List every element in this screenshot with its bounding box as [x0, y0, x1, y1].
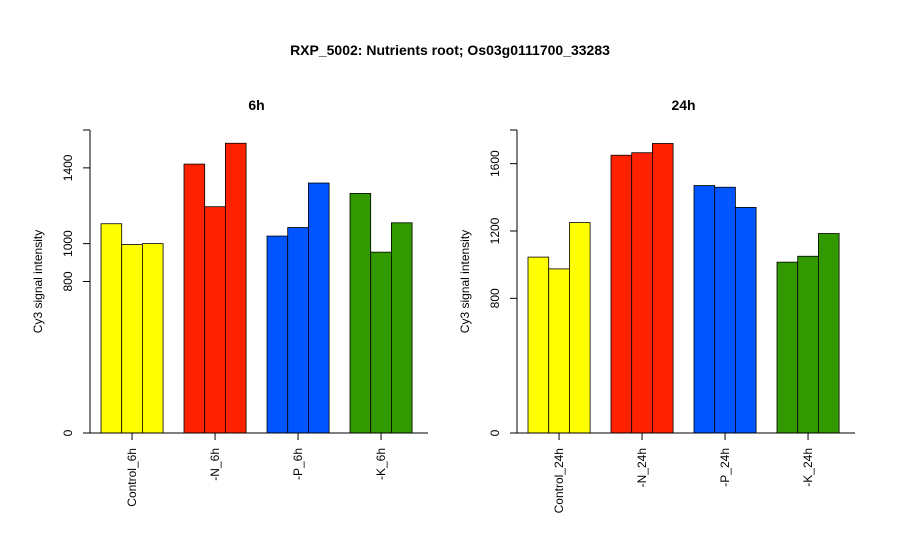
x-tick-label-n-24h: -N_24h	[635, 448, 649, 487]
panel-6h: 6h Control_6h -N_6h -P_6h -K_6h 0 800 1000 1400 C…	[31, 97, 428, 507]
bar-k-6h-rep2	[370, 251, 392, 434]
figure-title: RXP_5002: Nutrients root; Os03g0111700_3…	[290, 42, 610, 58]
bar-control-6h-rep3	[141, 243, 164, 434]
bar-k-24h-rep1	[776, 261, 799, 434]
x-tick-label-k-6h: -K_6h	[374, 448, 388, 480]
y-axis-label-24h: Cy3 signal intensity	[458, 230, 472, 333]
bar-p-6h-rep3	[307, 182, 330, 434]
y-tick-label-6h-1400: 1400	[61, 154, 75, 181]
y-tick-label-24h-0: 0	[488, 429, 502, 436]
bar-p-24h-rep1	[693, 185, 716, 434]
panel-title-24h: 24h	[671, 97, 695, 113]
y-tick-label-24h-1600: 1600	[488, 150, 502, 177]
bar-k-24h-rep3	[818, 233, 840, 434]
bar-control-24h-rep3	[569, 222, 591, 434]
bar-k-6h-rep1	[349, 193, 372, 434]
x-tick-label-k-24h: -K_24h	[801, 448, 815, 487]
bar-control-6h-rep2	[121, 244, 143, 434]
bar-n-24h-rep2	[631, 152, 653, 434]
panel-24h: 24h Control_24h -N_24h -P_24h -K_24h 0 800 1200…	[458, 97, 855, 513]
panel-title-6h: 6h	[248, 97, 264, 113]
y-tick-label-6h-800: 800	[61, 271, 75, 291]
y-tick-label-24h-1200: 1200	[488, 217, 502, 244]
y-tick-label-6h-0: 0	[61, 429, 75, 436]
y-axis-label-6h: Cy3 signal intensity	[31, 230, 45, 333]
x-tick-label-control-24h: Control_24h	[552, 448, 566, 513]
bar-p-24h-rep2	[714, 186, 736, 434]
bar-n-6h-rep2	[204, 206, 226, 434]
bar-n-24h-rep3	[652, 143, 674, 434]
x-tick-label-p-6h: -P_6h	[291, 448, 305, 480]
bar-n-24h-rep1	[610, 154, 633, 434]
bar-control-6h-rep1	[100, 223, 123, 434]
bar-n-6h-rep3	[224, 142, 247, 434]
x-tick-label-control-6h: Control_6h	[125, 448, 139, 507]
bar-p-6h-rep1	[266, 235, 289, 434]
bar-control-24h-rep1	[527, 256, 550, 434]
x-tick-label-p-24h: -P_24h	[718, 448, 732, 487]
x-tick-label-n-6h: -N_6h	[208, 448, 222, 481]
bar-p-6h-rep2	[287, 227, 309, 434]
bar-control-24h-rep2	[548, 268, 570, 434]
bar-k-6h-rep3	[390, 222, 413, 434]
y-tick-label-6h-1000: 1000	[61, 230, 75, 257]
y-tick-label-24h-800: 800	[488, 288, 502, 308]
bar-k-24h-rep2	[797, 255, 819, 434]
bar-p-24h-rep3	[735, 207, 757, 434]
bar-n-6h-rep1	[183, 163, 206, 434]
